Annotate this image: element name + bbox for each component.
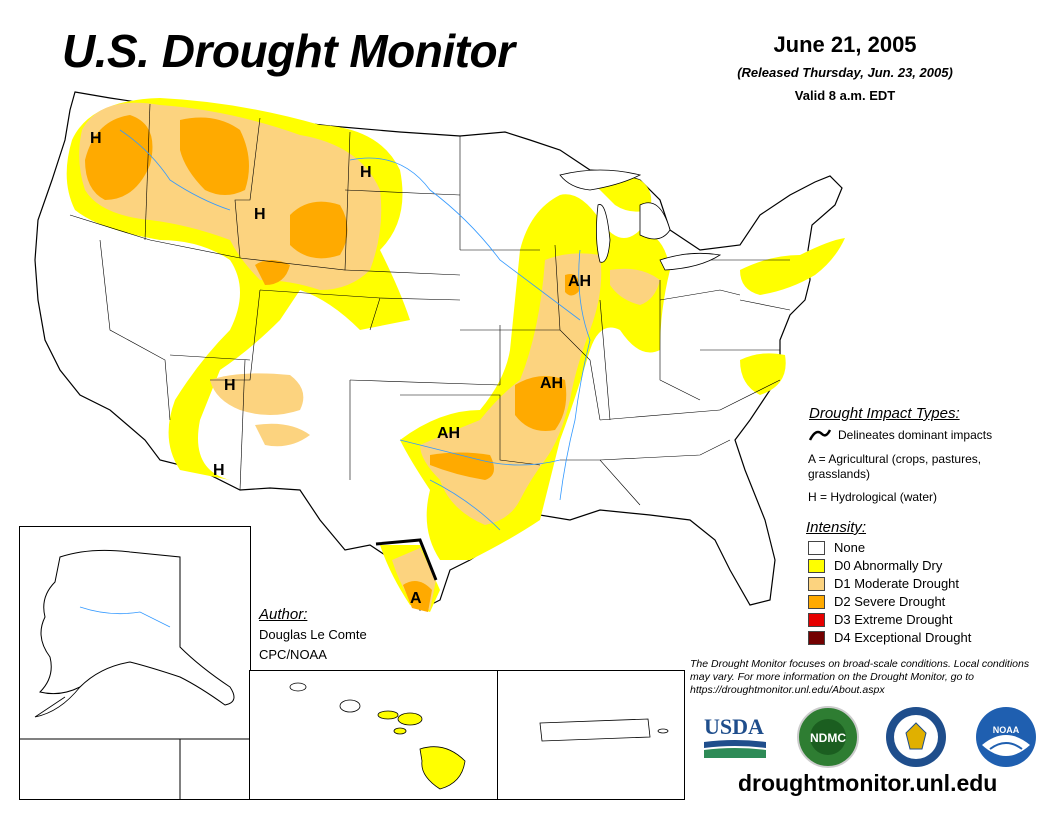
great-lakes — [559, 169, 722, 271]
hawaii-inset — [249, 670, 499, 800]
map-date: June 21, 2005 — [773, 32, 917, 57]
author-name: Douglas Le Comte — [259, 627, 367, 642]
impact-label: H — [90, 130, 102, 147]
valid-time: Valid 8 a.m. EDT — [794, 88, 896, 103]
impact-legend-hydrological: H = Hydrological (water) — [808, 490, 938, 504]
usda-logo: USDA — [704, 714, 766, 758]
puerto-rico-inset — [497, 670, 685, 800]
author-org: CPC/NOAA — [259, 647, 327, 662]
intensity-swatch — [808, 613, 825, 627]
impact-label: AH — [540, 375, 563, 392]
impact-label: H — [224, 377, 236, 394]
impact-label: H — [360, 164, 372, 181]
svg-text:NOAA: NOAA — [993, 725, 1020, 735]
rivers — [119, 129, 591, 531]
author-title: Author: — [259, 606, 308, 623]
ndmc-logo: NDMC — [797, 706, 859, 768]
impact-label: H — [213, 462, 225, 479]
impact-legend-agricultural: A = Agricultural (crops, pastures, grass… — [808, 452, 982, 481]
delineation-line-icon — [808, 429, 832, 441]
intensity-swatch — [808, 631, 825, 645]
alaska-inset — [19, 526, 251, 800]
release-date: (Released Thursday, Jun. 23, 2005) — [737, 65, 953, 80]
hawaii-map — [289, 682, 466, 790]
page-title: U.S. Drought Monitor — [62, 25, 515, 77]
intensity-swatch — [808, 595, 825, 609]
state-boundaries — [69, 103, 791, 506]
impact-label: AH — [568, 273, 591, 290]
disclaimer-note: The Drought Monitor focuses on broad-sca… — [690, 658, 1030, 696]
intensity-title: Intensity: — [806, 519, 867, 536]
impact-delineation-texas — [375, 538, 438, 581]
impact-types-title: Drought Impact Types: — [809, 405, 960, 422]
d2-areas — [85, 115, 580, 612]
impact-label: AH — [437, 425, 460, 442]
commerce-seal — [886, 707, 946, 767]
intensity-swatch — [808, 541, 825, 555]
impact-legend-delineation: Delineates dominant impacts — [838, 428, 993, 442]
puerto-rico-map — [539, 718, 669, 742]
alaska-map — [20, 549, 250, 799]
svg-text:NDMC: NDMC — [810, 731, 846, 745]
intensity-swatch — [808, 559, 825, 573]
impact-labels: H H H H H AH AH AH A — [90, 130, 591, 607]
intensity-swatch — [808, 577, 825, 591]
impact-label: A — [410, 590, 422, 607]
impact-label: H — [254, 206, 266, 223]
noaa-logo: NOAA — [976, 707, 1036, 767]
footer-url[interactable]: droughtmonitor.unl.edu — [738, 770, 998, 796]
svg-text:USDA: USDA — [704, 714, 764, 739]
